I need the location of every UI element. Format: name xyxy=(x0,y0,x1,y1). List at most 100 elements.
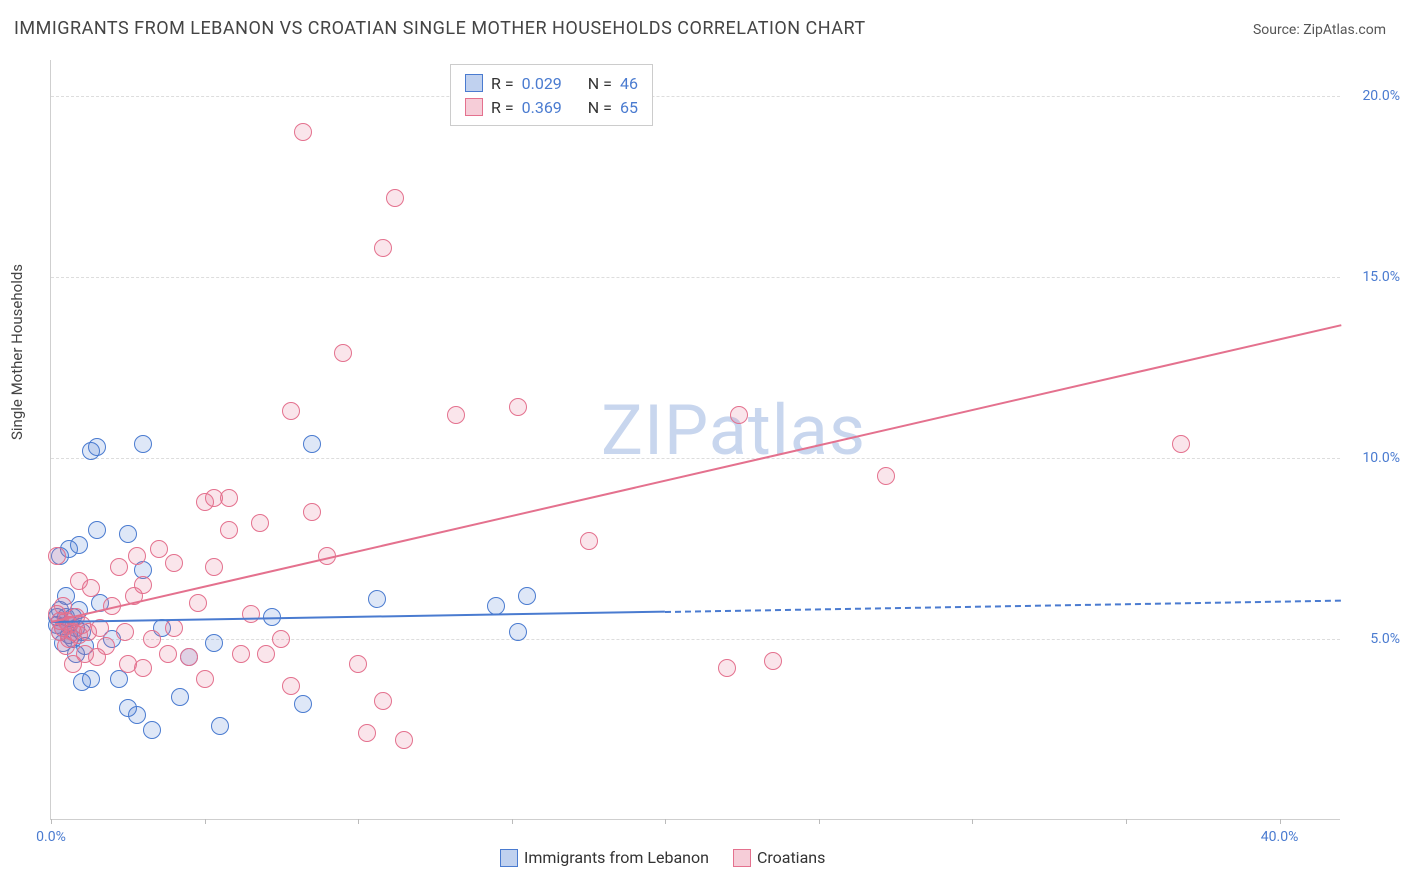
x-tick xyxy=(205,819,206,824)
point-croatians xyxy=(251,514,269,532)
legend-series: Immigrants from Lebanon Croatians xyxy=(500,848,825,867)
point-croatians xyxy=(242,605,260,623)
point-croatians xyxy=(334,344,352,362)
point-lebanon xyxy=(88,438,106,456)
legend-swatch xyxy=(465,74,483,92)
point-croatians xyxy=(730,406,748,424)
x-tick xyxy=(358,819,359,824)
y-axis-label: Single Mother Households xyxy=(8,264,26,440)
point-croatians xyxy=(48,547,66,565)
x-tick xyxy=(512,819,513,824)
legend-swatch xyxy=(733,849,751,867)
legend-series-label: Croatians xyxy=(757,848,825,867)
point-croatians xyxy=(196,670,214,688)
legend-r-label: R = xyxy=(491,98,514,117)
legend-swatch xyxy=(465,98,483,116)
point-croatians xyxy=(877,467,895,485)
point-lebanon xyxy=(294,695,312,713)
watermark: ZIPatlas xyxy=(601,390,866,472)
point-lebanon xyxy=(205,634,223,652)
point-croatians xyxy=(189,594,207,612)
point-croatians xyxy=(764,652,782,670)
trend-line xyxy=(51,611,665,623)
point-croatians xyxy=(374,239,392,257)
legend-n-value: 65 xyxy=(620,98,638,117)
scatter-plot: ZIPatlas 5.0%10.0%15.0%20.0%0.0%40.0% xyxy=(50,60,1340,820)
y-tick-label: 20.0% xyxy=(1345,88,1400,104)
point-croatians xyxy=(82,579,100,597)
point-lebanon xyxy=(211,717,229,735)
grid-line-y xyxy=(51,458,1340,459)
point-croatians xyxy=(150,540,168,558)
point-croatians xyxy=(282,402,300,420)
x-tick-label: 0.0% xyxy=(36,829,66,845)
x-tick-label: 40.0% xyxy=(1261,829,1299,845)
point-lebanon xyxy=(143,721,161,739)
y-tick-label: 15.0% xyxy=(1345,269,1400,285)
point-croatians xyxy=(447,406,465,424)
point-lebanon xyxy=(171,688,189,706)
point-croatians xyxy=(134,576,152,594)
legend-n-label: N = xyxy=(588,74,612,93)
point-lebanon xyxy=(368,590,386,608)
point-croatians xyxy=(718,659,736,677)
point-croatians xyxy=(257,645,275,663)
point-croatians xyxy=(180,648,198,666)
point-lebanon xyxy=(88,521,106,539)
point-croatians xyxy=(116,623,134,641)
trend-line xyxy=(51,324,1341,623)
point-lebanon xyxy=(134,435,152,453)
point-croatians xyxy=(220,489,238,507)
x-tick xyxy=(819,819,820,824)
point-lebanon xyxy=(82,670,100,688)
legend-series-item: Immigrants from Lebanon xyxy=(500,848,709,867)
point-croatians xyxy=(205,558,223,576)
point-croatians xyxy=(1172,435,1190,453)
y-tick-label: 5.0% xyxy=(1345,631,1400,647)
point-croatians xyxy=(232,645,250,663)
grid-line-y xyxy=(51,277,1340,278)
y-tick-label: 10.0% xyxy=(1345,450,1400,466)
point-croatians xyxy=(294,123,312,141)
point-lebanon xyxy=(518,587,536,605)
x-tick xyxy=(1280,819,1281,824)
trend-line xyxy=(665,599,1341,612)
point-lebanon xyxy=(119,525,137,543)
point-lebanon xyxy=(303,435,321,453)
point-croatians xyxy=(159,645,177,663)
point-lebanon xyxy=(70,536,88,554)
source-label: Source: ZipAtlas.com xyxy=(1253,22,1386,38)
point-croatians xyxy=(358,724,376,742)
point-croatians xyxy=(165,619,183,637)
legend-stats-row: R = 0.029 N = 46 xyxy=(465,71,638,95)
legend-stats: R = 0.029 N = 46 R = 0.369 N = 65 xyxy=(450,64,653,126)
point-croatians xyxy=(220,521,238,539)
point-croatians xyxy=(97,637,115,655)
point-croatians xyxy=(272,630,290,648)
point-croatians xyxy=(349,655,367,673)
chart-title: IMMIGRANTS FROM LEBANON VS CROATIAN SING… xyxy=(14,18,866,39)
point-croatians xyxy=(374,692,392,710)
legend-r-value: 0.029 xyxy=(522,74,562,93)
x-tick xyxy=(972,819,973,824)
legend-series-label: Immigrants from Lebanon xyxy=(524,848,709,867)
legend-swatch xyxy=(500,849,518,867)
legend-n-value: 46 xyxy=(620,74,638,93)
grid-line-y xyxy=(51,96,1340,97)
point-croatians xyxy=(110,558,128,576)
point-croatians xyxy=(143,630,161,648)
point-croatians xyxy=(282,677,300,695)
point-croatians xyxy=(303,503,321,521)
x-tick xyxy=(1126,819,1127,824)
x-tick xyxy=(51,819,52,824)
legend-n-label: N = xyxy=(588,98,612,117)
legend-r-value: 0.369 xyxy=(522,98,562,117)
legend-stats-row: R = 0.369 N = 65 xyxy=(465,95,638,119)
point-croatians xyxy=(128,547,146,565)
legend-r-label: R = xyxy=(491,74,514,93)
point-lebanon xyxy=(128,706,146,724)
legend-series-item: Croatians xyxy=(733,848,825,867)
point-croatians xyxy=(395,731,413,749)
x-tick xyxy=(665,819,666,824)
point-croatians xyxy=(386,189,404,207)
